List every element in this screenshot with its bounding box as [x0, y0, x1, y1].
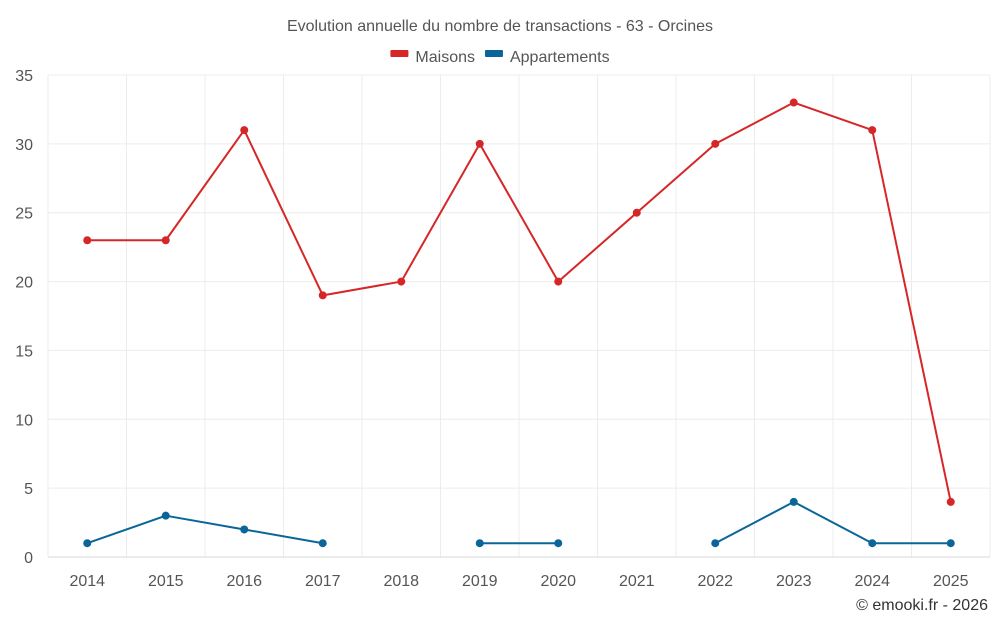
legend-item[interactable]: Appartements: [484, 49, 610, 66]
series-line-appartements: [86, 514, 323, 545]
chart-title: Evolution annuelle du nombre de transact…: [287, 18, 713, 35]
data-point-maisons[interactable]: [83, 236, 92, 245]
x-tick-label: 2014: [69, 573, 105, 590]
legend: Maisons Appartements: [390, 49, 610, 66]
y-tick-label: 25: [15, 206, 33, 223]
data-point-appartements[interactable]: [475, 539, 484, 548]
series-line-appartements: [714, 500, 951, 545]
data-point-appartements[interactable]: [946, 539, 955, 548]
y-tick-label: 30: [15, 137, 33, 154]
grid-vertical: [47, 75, 991, 557]
x-tick-label: 2017: [305, 573, 341, 590]
data-point-appartements[interactable]: [711, 539, 720, 548]
legend-swatch: [390, 50, 409, 57]
x-tick-label: 2018: [383, 573, 419, 590]
data-point-appartements[interactable]: [318, 539, 327, 548]
data-point-appartements[interactable]: [240, 525, 249, 534]
data-point-appartements[interactable]: [161, 511, 170, 520]
series-group: [83, 98, 955, 548]
data-point-maisons[interactable]: [240, 126, 249, 135]
x-tick-label: 2023: [776, 573, 812, 590]
x-tick-label: 2016: [226, 573, 262, 590]
x-tick-label: 2024: [854, 573, 890, 590]
series-line-maisons: [87, 101, 952, 503]
data-point-appartements[interactable]: [554, 539, 563, 548]
x-tick-label: 2019: [462, 573, 498, 590]
x-tick-label: 2020: [540, 573, 576, 590]
data-point-maisons[interactable]: [868, 126, 877, 135]
legend-swatch: [484, 50, 503, 57]
x-tick-label: 2015: [148, 573, 184, 590]
y-tick-label: 5: [24, 481, 33, 498]
x-axis-ticks: 2014 2015 2016 2017 2018 2019 2020 2021 2022 2023…: [69, 573, 968, 590]
legend-label: Appartements: [510, 49, 610, 66]
x-tick-label: 2022: [697, 573, 733, 590]
credit-text: © emooki.fr - 2026: [856, 597, 988, 614]
data-point-maisons[interactable]: [789, 98, 798, 107]
y-tick-label: 15: [15, 343, 33, 360]
series-maisons: [83, 98, 955, 506]
data-point-maisons[interactable]: [711, 139, 720, 148]
y-tick-label: 35: [15, 68, 33, 85]
data-point-maisons[interactable]: [318, 291, 327, 300]
data-point-appartements[interactable]: [83, 539, 92, 548]
data-point-maisons[interactable]: [946, 497, 955, 506]
legend-label: Maisons: [415, 49, 475, 66]
x-tick-label: 2025: [933, 573, 969, 590]
data-point-maisons[interactable]: [161, 236, 170, 245]
y-axis-ticks: 0 5 10 15 20 25 30 35: [15, 68, 33, 567]
legend-item[interactable]: Maisons: [390, 49, 475, 66]
data-point-appartements[interactable]: [868, 539, 877, 548]
series-appartements: [83, 497, 955, 548]
y-tick-label: 20: [15, 275, 33, 292]
data-point-maisons[interactable]: [554, 277, 563, 286]
data-point-maisons[interactable]: [632, 208, 641, 217]
y-tick-label: 0: [24, 550, 33, 567]
data-point-appartements[interactable]: [789, 497, 798, 506]
y-tick-label: 10: [15, 412, 33, 429]
data-point-maisons[interactable]: [397, 277, 406, 286]
x-tick-label: 2021: [619, 573, 655, 590]
data-point-maisons[interactable]: [475, 139, 484, 148]
